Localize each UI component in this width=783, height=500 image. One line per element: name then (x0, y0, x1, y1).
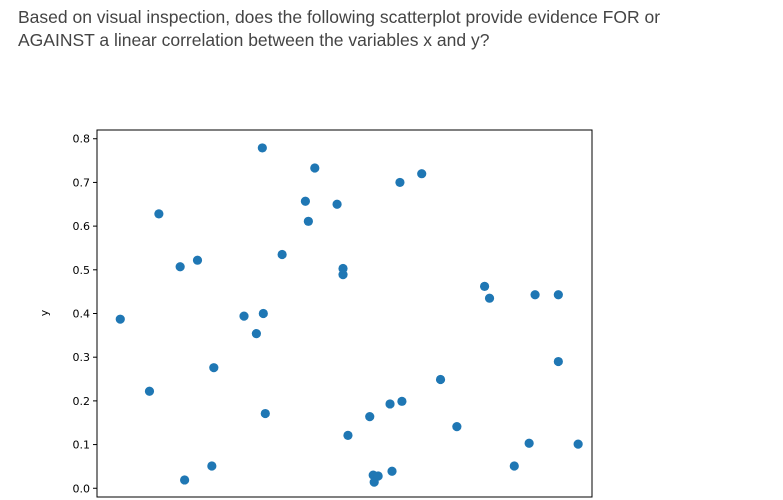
scatter-point (524, 438, 534, 448)
scatter-point (192, 255, 203, 265)
question-text: Based on visual inspection, does the fol… (18, 6, 758, 52)
scatter-point (479, 281, 490, 292)
scatter-point (277, 249, 287, 260)
scatter-point (385, 399, 395, 409)
scatter-point (484, 293, 495, 303)
y-tick-label: 0.5 (73, 264, 91, 277)
scatter-point (338, 270, 348, 280)
scatter-point (154, 209, 164, 219)
scatter-point (397, 396, 407, 406)
scatter-point (175, 262, 185, 272)
scatter-point (303, 216, 313, 226)
y-tick-label: 0.7 (73, 176, 91, 189)
scatter-point (387, 466, 397, 476)
scatter-point (260, 408, 270, 419)
y-axis: 0.0 0.1 0.2 0.3 0.4 0.5 0.6 0.7 0.8 (73, 133, 97, 495)
scatter-point (553, 356, 563, 367)
scatter-point (530, 290, 540, 300)
y-tick-label: 0.0 (73, 482, 91, 495)
plot-area (96, 129, 593, 498)
scatter-point (395, 177, 405, 188)
y-tick-label: 0.4 (73, 308, 91, 321)
scatter-point (300, 196, 310, 206)
scatter-point (509, 461, 519, 471)
scatter-point (417, 169, 427, 179)
question-line-2: AGAINST a linear correlation between the… (18, 30, 490, 50)
scatter-point (209, 363, 219, 373)
scatter-points (115, 143, 583, 487)
scatter-point (332, 199, 342, 209)
scatter-point (373, 471, 383, 481)
scatter-point (144, 386, 155, 396)
y-tick-label: 0.3 (73, 351, 91, 364)
scatter-point (257, 143, 267, 153)
y-tick-label: 0.1 (73, 439, 91, 452)
scatter-point (573, 439, 583, 449)
scatter-point (452, 422, 462, 432)
scatter-point (310, 163, 320, 173)
y-tick-label: 0.6 (73, 220, 91, 233)
scatter-point (258, 308, 268, 319)
scatter-point (239, 311, 249, 321)
y-tick-label: 0.8 (73, 133, 91, 146)
scatter-point (365, 412, 375, 422)
y-axis-label: y (38, 309, 51, 316)
question-line-1: Based on visual inspection, does the fol… (18, 7, 661, 27)
y-tick-label: 0.2 (73, 395, 91, 408)
scatter-point (251, 328, 261, 339)
scatter-point (180, 475, 190, 485)
scatter-point (207, 461, 217, 471)
scatter-point (435, 374, 446, 385)
scatter-point (343, 430, 353, 440)
scatter-point (553, 290, 563, 300)
scatter-point (115, 314, 125, 324)
